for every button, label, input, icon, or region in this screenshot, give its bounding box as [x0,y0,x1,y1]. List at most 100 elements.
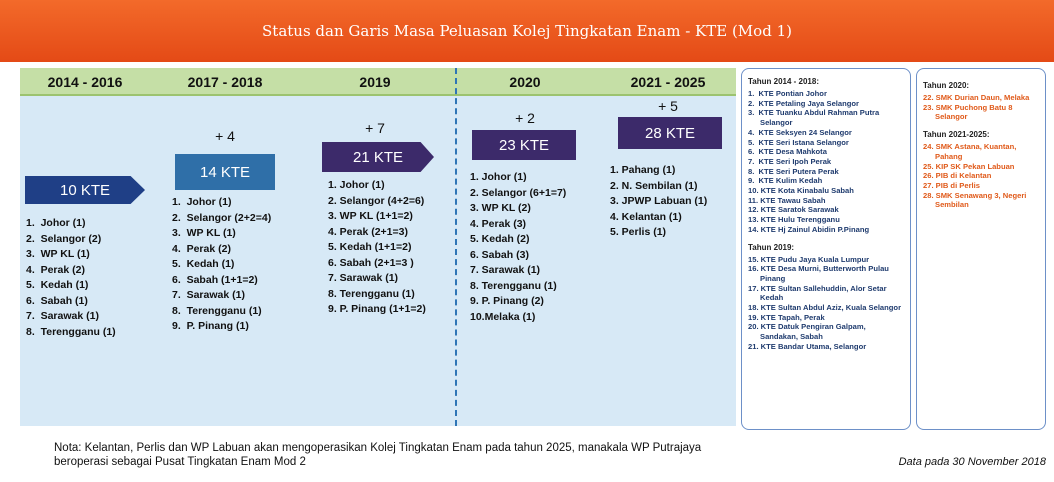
state-item: 9. P. Pinang (2) [470,295,544,307]
state-item: 1. Johor (1) [172,196,232,208]
college-item: 19. KTE Tapah, Perak [748,312,825,322]
state-item: 7. Sarawak (1) [328,272,399,284]
count-badge: 23 KTE [472,130,576,160]
state-item: 3. WP KL (1) [26,248,90,260]
list-panel: Tahun 2014 - 2018: 1. KTE Pontian Johor 2.… [741,68,911,430]
college-item: 17. KTE Sultan Sallehuddin, Alor Setar K… [748,283,889,303]
state-item: 8. Terengganu (1) [172,304,262,317]
state-item: 7. Sarawak (1) [470,264,541,276]
college-item: 24. SMK Astana, Kuantan, Pahang [923,142,1019,161]
state-item: 7. Sarawak (1) [172,289,245,301]
timeline-column: 2021 - 2025 + 5 28 KTE 1. Pahang (1) 2. N. S… [600,68,736,426]
state-item: 6. Sabah (3) [470,248,529,261]
count-badge: 28 KTE [618,117,722,149]
college-item: 28. SMK Senawang 3, Negeri Sembilan [923,190,1029,210]
college-item: 21. KTE Bandar Utama, Selangor [748,341,867,351]
timeline-column: 2019 + 7 21 KTE 1. Johor (1) 2. Selangor (4+… [300,68,450,426]
college-item: 13. KTE Hulu Terengganu [748,215,840,225]
college-item: 3. KTE Tuanku Abdul Rahman Putra Selango… [748,108,882,128]
count-badge: 14 KTE [175,154,275,190]
state-item: 5. Kedah (1) [172,258,235,270]
state-item: 6. Sabah (2+1=3 ) [328,256,414,269]
state-item: 1. Johor (1) [328,179,385,191]
college-item: 27. PIB di Perlis [923,180,980,190]
period-label: 2017 - 2018 [187,74,263,90]
college-item: 10. KTE Kota Kinabalu Sabah [748,186,854,196]
state-list: 1. Johor (1) 2. Selangor (2+2=4) 3. WP KL … [172,195,271,335]
state-item: 1. Johor (1) [26,217,86,229]
section-heading: Tahun 2020: [923,81,970,90]
state-item: 3. WP KL (1) [172,227,236,239]
college-item: 23. SMK Puchong Batu 8 Selangor [923,102,1015,122]
period-label: 2021 - 2025 [630,74,706,90]
college-item: 4. KTE Seksyen 24 Selangor [748,127,852,137]
state-item: 3. WP KL (2) [470,202,531,214]
timeline-column: 2017 - 2018 + 4 14 KTE 1. Johor (1) 2. Selan… [150,68,300,426]
timeline-column: 2014 - 2016 10 KTE 1. Johor (1) 2. Selangor… [20,68,150,426]
college-item: 26. PIB di Kelantan [923,171,992,181]
college-item: 1. KTE Pontian Johor [748,89,827,98]
note: Nota: Kelantan, Perlis dan WP Labuan aka… [54,442,702,468]
date: Data pada 30 November 2018 [898,456,1046,468]
state-item: 9. P. Pinang (1+1=2) [328,303,426,315]
state-list: 1. Johor (1) 2. Selangor (2) 3. WP KL (1) 4… [26,216,116,340]
state-item: 2. Selangor (2+2=4) [172,211,272,224]
period-label: 2014 - 2016 [47,74,123,90]
state-item: 8. Terengganu (1) [328,287,415,300]
state-item: 8. Terengganu (1) [26,325,116,338]
college-item: 12. KTE Saratok Sarawak [748,205,839,215]
college-item: 9. KTE Kulim Kedah [748,176,823,186]
college-item: 5. KTE Seri Istana Selangor [748,137,849,147]
increment-label: + 4 [215,128,235,144]
section-heading: Tahun 2021-2025: [923,130,990,140]
period-label: 2019 [359,74,391,90]
state-item: 3. JPWP Labuan (1) [610,195,708,207]
header-band [20,68,736,96]
state-item: 2. N. Sembilan (1) [610,179,698,192]
section-heading: Tahun 2014 - 2018: [748,77,819,86]
period-label: 2020 [509,74,541,90]
state-item: 5. Kedah (1) [26,279,89,291]
count-badge: 21 KTE [322,142,434,172]
timeline: 2014 - 2016 10 KTE 1. Johor (1) 2. Selangor… [20,68,736,426]
increment-label: + 5 [658,98,678,114]
state-item: 4. Perak (2+1=3) [328,225,408,238]
college-item: 8. KTE Seri Putera Perak [748,166,839,176]
college-item: 14. KTE Hj Zainul Abidin P.Pinang [748,224,870,234]
state-item: 2. Selangor (4+2=6) [328,194,425,207]
state-item: 6. Sabah (1) [26,294,88,307]
college-item: 16. KTE Desa Murni, Butterworth Pulau Pi… [748,264,892,283]
state-item: 6. Sabah (1+1=2) [172,273,258,286]
college-item: 6. KTE Desa Mahkota [748,147,827,157]
college-item: 22. SMK Durian Daun, Melaka [923,93,1030,102]
college-item: 20. KTE Datuk Pengiran Galpam, Sandakan,… [748,322,868,342]
state-item: 2. Selangor (6+1=7) [470,186,567,199]
state-item: 1. Johor (1) [470,171,527,183]
state-list: 1. Pahang (1) 2. N. Sembilan (1) 3. JPWP L… [610,163,707,241]
state-item: 2. Selangor (2) [26,232,102,245]
state-item: 7. Sarawak (1) [26,310,99,322]
state-item: 10.Melaka (1) [470,310,536,323]
list-panel: Tahun 2020: 22. SMK Durian Daun, Melaka 23… [916,68,1046,430]
state-item: 5. Kedah (2) [470,233,530,245]
section-heading: Tahun 2019: [748,242,795,252]
college-item: 15. KTE Pudu Jaya Kuala Lumpur [748,254,870,264]
divider [455,68,457,426]
state-item: 8. Terengganu (1) [470,279,557,292]
state-item: 5. Kedah (1+1=2) [328,241,412,253]
timeline-column: 2020 + 2 23 KTE 1. Johor (1) 2. Selangor (6+… [450,68,600,426]
state-item: 1. Pahang (1) [610,164,676,176]
title: Status dan Garis Masa Peluasan Kolej Tin… [0,0,1054,62]
college-item: 2. KTE Petaling Jaya Selangor [748,98,859,108]
state-item: 3. WP KL (1+1=2) [328,210,413,222]
college-item: 11. KTE Tawau Sabah [748,195,826,205]
state-item: 9. P. Pinang (1) [172,320,249,332]
count-badge: 10 KTE [25,176,145,204]
state-item: 4. Perak (2) [172,242,231,255]
increment-label: + 2 [515,110,535,126]
college-item: 18. KTE Sultan Abdul Aziz, Kuala Selango… [748,303,902,313]
state-list: 1. Johor (1) 2. Selangor (4+2=6) 3. WP KL … [328,178,426,318]
state-list: 1. Johor (1) 2. Selangor (6+1=7) 3. WP KL … [470,170,566,325]
state-item: 4. Kelantan (1) [610,210,682,223]
